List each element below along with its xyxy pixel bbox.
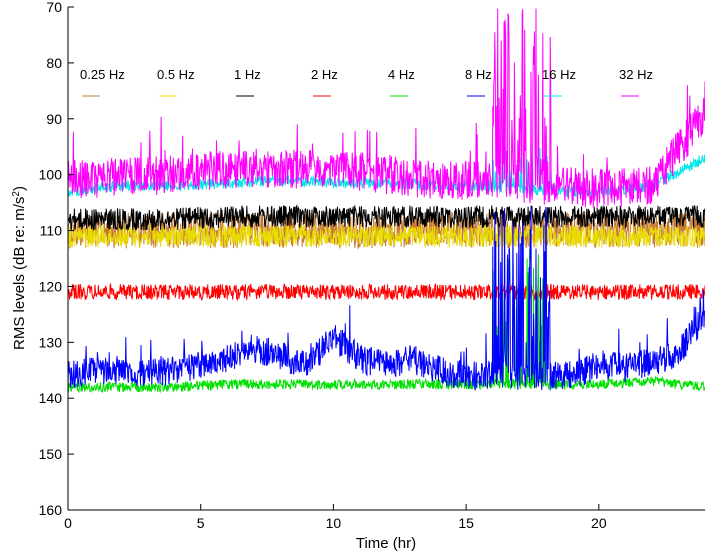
- legend-label: 8 Hz: [465, 67, 492, 82]
- legend-label: 32 Hz: [619, 67, 653, 82]
- series-line-4-hz: [67, 249, 705, 394]
- y-tick-label: 130: [39, 334, 63, 350]
- axes-layer: [67, 7, 705, 511]
- legend-label: 0.25 Hz: [80, 67, 125, 82]
- legend-label: 4 Hz: [388, 67, 415, 82]
- series-line-1-hz: [67, 203, 705, 231]
- y-axis-title-close: ): [11, 186, 28, 191]
- y-tick-label: 70: [46, 0, 62, 15]
- series-line-8-hz: [67, 205, 705, 391]
- x-tick-label: 0: [64, 515, 72, 531]
- x-tick-label: 10: [326, 515, 342, 531]
- y-axis-title-main: RMS levels (dB re: m/s: [11, 197, 28, 350]
- x-axis-title: Time (hr): [356, 535, 416, 552]
- x-tick-label: 15: [458, 515, 474, 531]
- x-tick-label: 20: [591, 515, 607, 531]
- y-tick-label: 90: [46, 111, 62, 127]
- legend-label: 2 Hz: [311, 67, 338, 82]
- y-tick-label: 80: [46, 55, 62, 71]
- legend-label: 16 Hz: [542, 67, 576, 82]
- legend-label: 0.5 Hz: [157, 67, 195, 82]
- y-tick-label: 160: [39, 502, 63, 518]
- y-axis-title: RMS levels (dB re: m/s2): [11, 186, 29, 350]
- series-line-2-hz: [67, 282, 705, 302]
- y-axis-title-superscript: 2: [11, 191, 22, 197]
- series-layer: [67, 8, 705, 394]
- series-line-0-5-hz: [67, 223, 705, 249]
- legend: 0.25 Hz 0.5 Hz 1 Hz 2 Hz 4 Hz 8 Hz 16 Hz 32 Hz: [80, 67, 653, 97]
- legend-label: 1 Hz: [234, 67, 261, 82]
- y-tick-label: 110: [40, 223, 63, 239]
- x-tick-label: 5: [197, 515, 205, 531]
- y-tick-label: 100: [39, 167, 63, 183]
- y-tick-label: 120: [39, 278, 63, 294]
- y-tick-label: 140: [39, 390, 63, 406]
- series-line-32-hz: [67, 8, 705, 208]
- y-tick-label: 150: [39, 446, 63, 462]
